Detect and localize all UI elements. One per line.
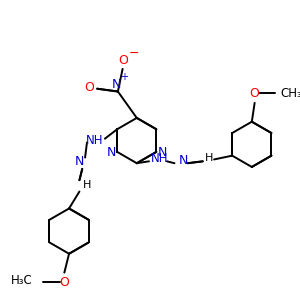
Text: H₃C: H₃C: [11, 274, 33, 287]
Text: O: O: [118, 54, 128, 67]
Text: N: N: [75, 155, 84, 168]
Text: NH: NH: [151, 152, 168, 165]
Text: H: H: [205, 152, 214, 163]
Text: −: −: [129, 47, 139, 60]
Text: H: H: [83, 180, 91, 190]
Text: N: N: [111, 78, 121, 92]
Text: N: N: [107, 146, 116, 159]
Text: +: +: [121, 72, 128, 82]
Text: O: O: [59, 275, 69, 289]
Text: O: O: [85, 81, 94, 94]
Text: O: O: [250, 87, 260, 100]
Text: N: N: [178, 154, 188, 167]
Text: N: N: [157, 146, 167, 159]
Text: CH₃: CH₃: [280, 87, 300, 100]
Text: NH: NH: [86, 134, 103, 147]
